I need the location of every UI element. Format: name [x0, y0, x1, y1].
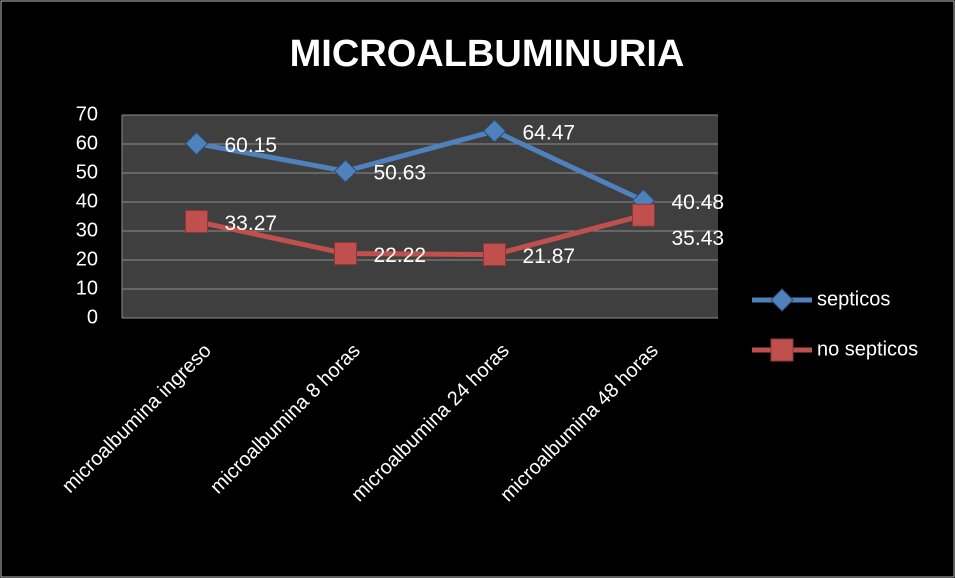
point-marker	[483, 243, 506, 267]
legend-label: no septicos	[817, 338, 918, 360]
data-label: 64.47	[523, 122, 576, 145]
y-tick-label: 0	[87, 306, 98, 328]
point-marker	[185, 210, 208, 234]
point-marker	[184, 131, 209, 156]
series-line	[195, 212, 645, 258]
data-label: 40.48	[672, 191, 725, 214]
data-label: 50.63	[374, 162, 427, 185]
y-tick-label: 70	[76, 103, 98, 125]
legend-label: septicos	[817, 288, 890, 310]
y-tick-label: 60	[76, 132, 98, 154]
data-label: 21.87	[523, 245, 576, 268]
point-marker	[770, 288, 794, 312]
point-marker	[333, 159, 358, 183]
point-marker	[632, 203, 655, 227]
chart-title: MICROALBUMINURIA	[290, 33, 685, 75]
point-marker	[770, 338, 794, 362]
y-tick-label: 50	[76, 161, 98, 183]
data-label: 22.22	[374, 244, 427, 267]
series-line	[196, 128, 645, 203]
y-tick-label: 20	[76, 248, 98, 270]
y-tick-label: 10	[76, 277, 98, 299]
point-marker	[482, 119, 507, 143]
data-label: 33.27	[225, 212, 278, 235]
point-marker	[334, 242, 357, 266]
data-label: 35.43	[672, 227, 725, 250]
y-tick-label: 40	[76, 190, 98, 212]
y-tick-label: 30	[76, 219, 98, 241]
data-label: 60.15	[225, 134, 278, 157]
